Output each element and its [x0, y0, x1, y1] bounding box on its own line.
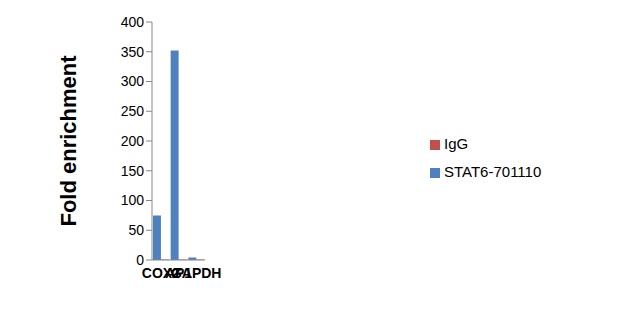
svg-text:0: 0: [136, 252, 144, 268]
svg-text:Fold enrichment: Fold enrichment: [56, 55, 81, 227]
svg-text:300: 300: [121, 73, 145, 89]
svg-text:50: 50: [128, 222, 144, 238]
svg-text:150: 150: [121, 163, 145, 179]
html-text:IgG: IgG: [444, 135, 469, 152]
svg-text:400: 400: [121, 14, 145, 30]
svg-text:COX2: COX2: [141, 264, 180, 281]
svg-text:200: 200: [121, 133, 145, 149]
svg-text:250: 250: [121, 103, 145, 119]
html-text:STAT6-701110: STAT6-701110: [444, 163, 542, 180]
svg-text:GAPDH: GAPDH: [171, 265, 222, 281]
svg-text:350: 350: [121, 44, 145, 60]
svg-text:100: 100: [121, 192, 145, 208]
